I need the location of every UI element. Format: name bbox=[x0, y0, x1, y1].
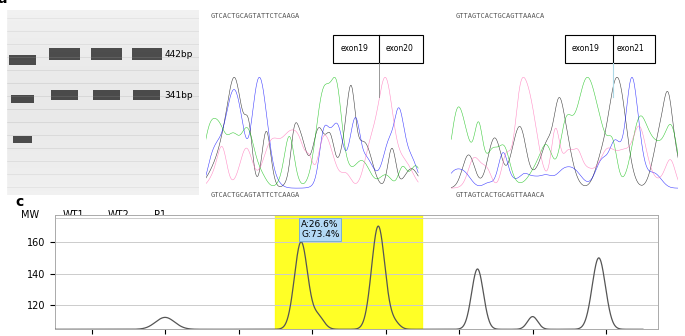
Bar bbox=[275, 215, 423, 329]
FancyBboxPatch shape bbox=[49, 48, 79, 60]
Text: A:26.6%
G:73.4%: A:26.6% G:73.4% bbox=[301, 220, 340, 239]
Text: 442bp: 442bp bbox=[164, 50, 193, 59]
Text: GTCACTGCAGTATTCTCAAGA: GTCACTGCAGTATTCTCAAGA bbox=[210, 192, 299, 198]
Text: WT1: WT1 bbox=[63, 210, 85, 220]
Text: exon19: exon19 bbox=[572, 44, 600, 52]
Text: P1: P1 bbox=[154, 210, 166, 220]
FancyBboxPatch shape bbox=[91, 48, 122, 60]
Text: MW: MW bbox=[21, 210, 39, 220]
Text: GTCACTGCAGTATTCTCAAGA: GTCACTGCAGTATTCTCAAGA bbox=[210, 13, 299, 19]
FancyBboxPatch shape bbox=[333, 35, 423, 63]
FancyBboxPatch shape bbox=[132, 48, 162, 60]
FancyBboxPatch shape bbox=[9, 55, 36, 65]
Text: c: c bbox=[16, 195, 24, 209]
Text: 341bp: 341bp bbox=[164, 91, 193, 99]
Text: GTTAGTCACTGCAGTTAAACA: GTTAGTCACTGCAGTTAAACA bbox=[456, 13, 545, 19]
Text: WT2: WT2 bbox=[108, 210, 129, 220]
FancyBboxPatch shape bbox=[564, 35, 654, 63]
FancyBboxPatch shape bbox=[51, 90, 78, 100]
FancyBboxPatch shape bbox=[93, 90, 120, 100]
Text: exon20: exon20 bbox=[386, 44, 413, 52]
Text: GTTAGTCACTGCAGTTAAACA: GTTAGTCACTGCAGTTAAACA bbox=[456, 192, 545, 198]
FancyBboxPatch shape bbox=[12, 136, 32, 143]
FancyBboxPatch shape bbox=[11, 95, 34, 103]
Text: a: a bbox=[0, 0, 7, 6]
FancyBboxPatch shape bbox=[134, 90, 160, 100]
Text: exon19: exon19 bbox=[340, 44, 369, 52]
Text: exon21: exon21 bbox=[617, 44, 645, 52]
